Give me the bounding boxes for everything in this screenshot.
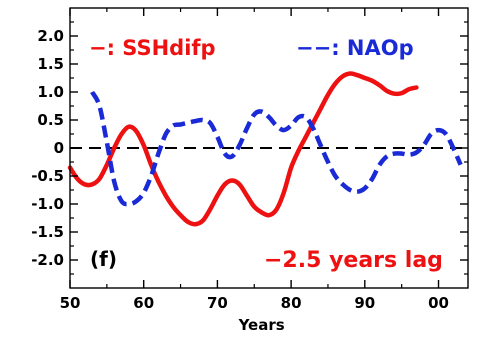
y-tick-label: -1.5 [31,223,64,241]
series-layer [67,71,463,227]
y-tick-label: -0.5 [31,167,64,185]
x-tick-label: 90 [354,294,375,312]
y-tick-label: -2.0 [31,251,64,269]
x-tick-label: 50 [60,294,81,312]
x-tick-label: 70 [207,294,228,312]
x-tick-label: 60 [133,294,154,312]
series-line-sshdifp [67,71,419,227]
y-tick-label: 1.0 [37,83,64,101]
y-tick-label: 2.0 [37,27,64,45]
x-axis-title: Years [238,316,285,334]
y-tick-label: 0 [54,139,64,157]
y-tick-label: -1.0 [31,195,64,213]
x-tick-label: 80 [281,294,302,312]
lag-annotation: −2.5 years lag [264,248,443,273]
y-tick-label: 0.5 [37,111,64,129]
panel-label: (f) [90,247,117,271]
legend-entry-sshdifp: −: SSHdifp [89,36,216,60]
legend-entry-naop: −−: NAOp [296,36,414,60]
series-line-naop [90,90,463,207]
y-tick-label: 1.5 [37,55,64,73]
x-tick-label: 00 [428,294,449,312]
tick-layer: 50 60 70 80 90 00 -2.0 -1.5 -1.0 -0.5 0 0.5 1.0 1.5 2.… [31,8,468,312]
